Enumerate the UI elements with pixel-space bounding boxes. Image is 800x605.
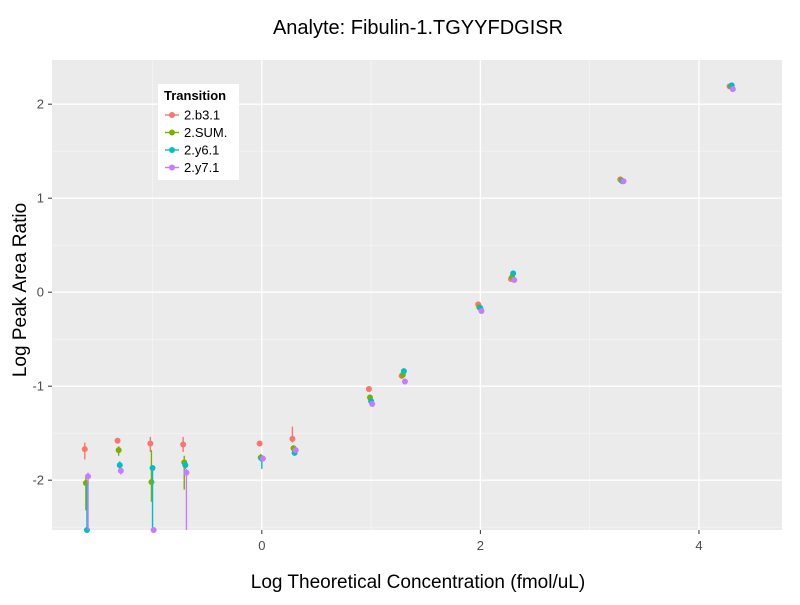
data-point (401, 378, 408, 385)
data-point (150, 527, 157, 533)
chart-title: Analyte: Fibulin-1.TGYYFDGISR (273, 17, 563, 39)
data-point (620, 178, 627, 185)
legend-entry-label: 2.y7.1 (184, 160, 219, 175)
y-tick-label: -1 (32, 379, 44, 394)
data-point (729, 86, 736, 93)
data-point (180, 441, 187, 448)
data-point (149, 464, 156, 471)
data-point (182, 462, 189, 469)
data-point (116, 462, 123, 469)
data-point (148, 479, 155, 486)
legend-entry-label: 2.y6.1 (184, 143, 219, 158)
x-tick-label: 2 (477, 538, 484, 553)
x-tick-label: 4 (695, 538, 702, 553)
legend: Transition 2.b3.1 2.SUM. 2.y6.1 2.y7.1 (158, 84, 239, 180)
data-point (115, 447, 122, 454)
data-point (369, 401, 376, 408)
plot-area: 0 2 4 -2 -1 0 1 2 (32, 60, 782, 553)
data-point (85, 473, 92, 480)
data-point (147, 440, 154, 447)
x-tick-label: 0 (258, 538, 265, 553)
data-point (183, 469, 190, 476)
legend-key-point (169, 147, 175, 153)
legend-entry-label: 2.b3.1 (184, 108, 220, 123)
data-point (510, 270, 517, 277)
data-point (365, 386, 372, 392)
data-point (259, 455, 266, 462)
legend-title: Transition (164, 88, 226, 103)
data-point (478, 307, 485, 314)
x-axis-label: Log Theoretical Concentration (fmol/uL) (251, 572, 585, 593)
y-tick-label: 0 (37, 285, 44, 300)
data-point (256, 440, 263, 447)
data-point (117, 467, 124, 474)
data-point (292, 447, 299, 454)
data-point (81, 446, 88, 453)
legend-key-point (169, 129, 175, 136)
data-point (289, 435, 296, 442)
legend-key-point (169, 164, 175, 171)
data-point (400, 368, 407, 375)
legend-key-point (169, 112, 175, 118)
y-tick-label: 1 (37, 191, 44, 206)
data-point (114, 437, 121, 444)
data-point (83, 527, 90, 533)
y-tick-label: 2 (37, 97, 44, 112)
legend-entry-label: 2.SUM. (184, 125, 227, 140)
y-axis-label: Log Peak Area Ratio (10, 203, 31, 377)
y-tick-label: -2 (32, 473, 44, 488)
data-point (511, 276, 518, 283)
